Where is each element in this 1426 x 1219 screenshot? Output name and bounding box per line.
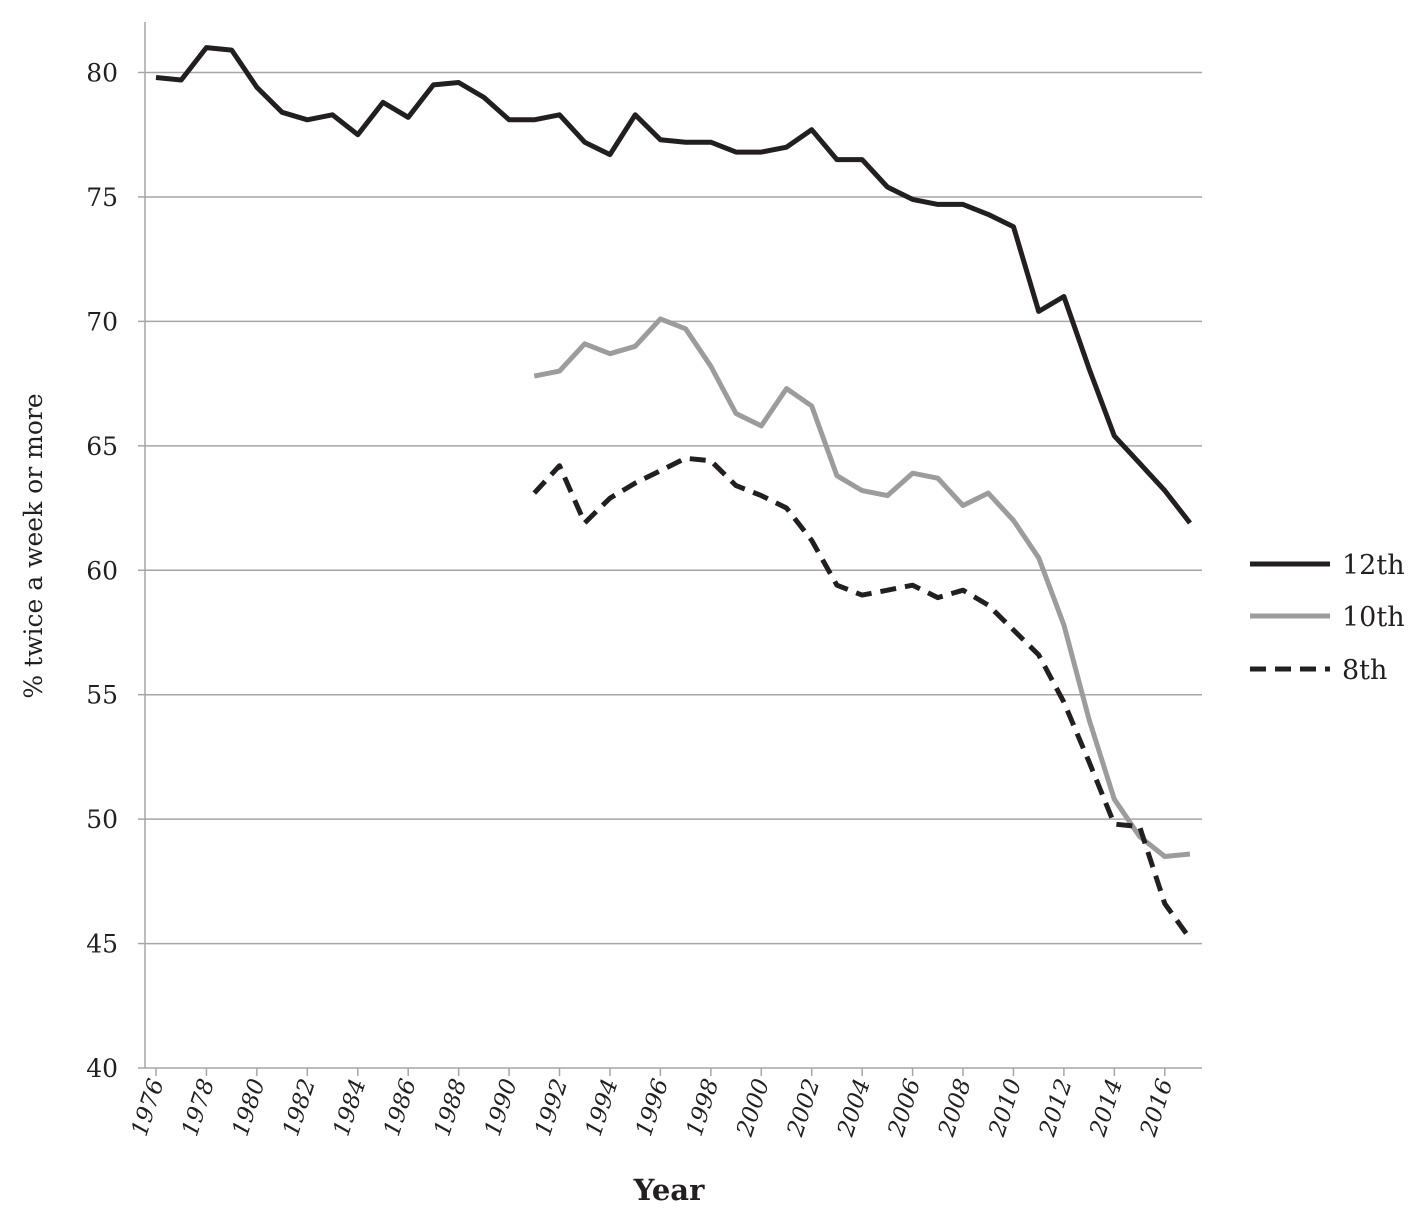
legend-label-12th: 12th [1342, 550, 1405, 581]
series-line-8th [532, 455, 1193, 941]
x-tick-label: 1980 [228, 1076, 271, 1140]
series-line-10th [533, 316, 1191, 859]
x-tick-label: 1988 [430, 1076, 473, 1140]
x-tick-label: 2002 [782, 1076, 825, 1141]
series-line-12th [155, 45, 1192, 525]
x-tick-label: 1998 [682, 1076, 725, 1140]
y-tick-label: 60 [86, 556, 118, 585]
gridlines [145, 71, 1202, 945]
x-tick-label: 1990 [480, 1076, 523, 1140]
x-tick-label: 1978 [177, 1076, 220, 1140]
y-tick-label: 65 [86, 432, 118, 461]
x-tick-label: 2016 [1135, 1076, 1178, 1141]
x-tick-label: 1982 [278, 1076, 321, 1140]
x-tick-label: 2000 [732, 1076, 775, 1141]
legend-label-8th: 8th [1342, 655, 1387, 686]
y-tick-label: 75 [86, 183, 118, 212]
series-lines [155, 45, 1193, 941]
x-tick-label: 1992 [530, 1076, 573, 1140]
axes [138, 22, 1202, 1076]
x-tick-label: 1986 [379, 1076, 422, 1140]
y-tick-label: 55 [86, 681, 118, 710]
x-tick-label: 2014 [1085, 1076, 1128, 1141]
x-axis-label: Year [633, 1173, 705, 1207]
x-tick-label: 2006 [883, 1076, 926, 1141]
x-tick-label: 2004 [833, 1076, 876, 1141]
legend-label-10th: 10th [1342, 602, 1405, 633]
x-tick-label: 1996 [631, 1076, 674, 1140]
y-tick-label: 70 [86, 307, 118, 336]
legend: 12th 10th 8th [1250, 550, 1405, 686]
y-tick-label: 50 [86, 805, 118, 834]
x-tick-label: 1994 [581, 1076, 624, 1140]
y-tick-label: 80 [86, 59, 118, 88]
x-tick-label: 1976 [127, 1076, 170, 1140]
y-axis-label: % twice a week or more [19, 393, 48, 698]
x-tick-label: 1984 [329, 1076, 372, 1140]
y-tick-label: 40 [86, 1054, 118, 1083]
y-tick-label: 45 [86, 930, 118, 959]
x-tick-label: 2010 [984, 1076, 1027, 1141]
x-tick-label: 2012 [1034, 1076, 1077, 1141]
x-tick-label: 2008 [934, 1076, 977, 1141]
